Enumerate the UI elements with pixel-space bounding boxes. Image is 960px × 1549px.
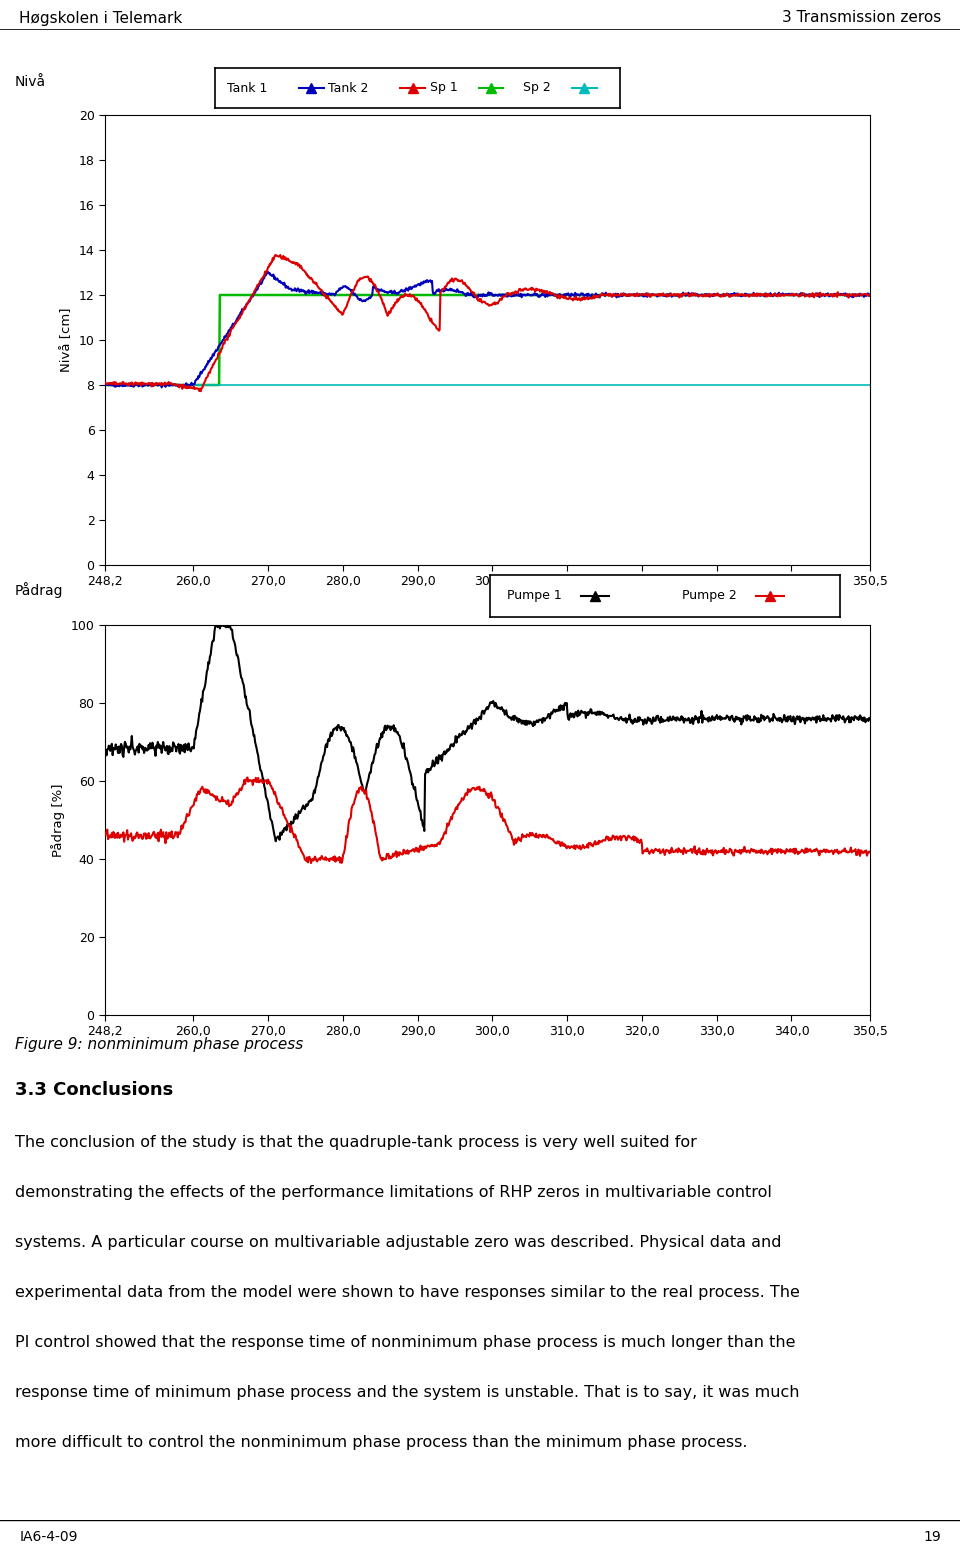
Text: more difficult to control the nonminimum phase process than the minimum phase pr: more difficult to control the nonminimum… [15, 1434, 748, 1450]
Text: Sp 2: Sp 2 [523, 82, 550, 94]
Text: demonstrating the effects of the performance limitations of RHP zeros in multiva: demonstrating the effects of the perform… [15, 1185, 772, 1200]
Text: Pumpe 2: Pumpe 2 [683, 590, 737, 603]
Text: Figure 9: nonminimum phase process: Figure 9: nonminimum phase process [15, 1036, 303, 1052]
Text: IA6-4-09: IA6-4-09 [19, 1530, 78, 1544]
Text: Nivå: Nivå [15, 76, 46, 90]
Text: Tank 2: Tank 2 [328, 82, 369, 94]
Text: The conclusion of the study is that the quadruple-tank process is very well suit: The conclusion of the study is that the … [15, 1135, 697, 1149]
Y-axis label: Nivå [cm]: Nivå [cm] [60, 308, 73, 372]
Text: 3.3 Conclusions: 3.3 Conclusions [15, 1081, 173, 1098]
Text: PI control showed that the response time of nonminimum phase process is much lon: PI control showed that the response time… [15, 1335, 796, 1351]
Text: Pådrag: Pådrag [15, 582, 63, 598]
Text: 3 Transmission zeros: 3 Transmission zeros [781, 11, 941, 25]
Text: Høgskolen i Telemark: Høgskolen i Telemark [19, 11, 182, 25]
Text: Tank 1: Tank 1 [228, 82, 268, 94]
Text: experimental data from the model were shown to have responses similar to the rea: experimental data from the model were sh… [15, 1286, 800, 1300]
Text: response time of minimum phase process and the system is unstable. That is to sa: response time of minimum phase process a… [15, 1385, 800, 1400]
Text: Pumpe 1: Pumpe 1 [508, 590, 563, 603]
Text: systems. A particular course on multivariable adjustable zero was described. Phy: systems. A particular course on multivar… [15, 1235, 781, 1250]
Text: Sp 1: Sp 1 [430, 82, 457, 94]
Y-axis label: Pådrag [%]: Pådrag [%] [51, 784, 65, 857]
Text: 19: 19 [924, 1530, 941, 1544]
